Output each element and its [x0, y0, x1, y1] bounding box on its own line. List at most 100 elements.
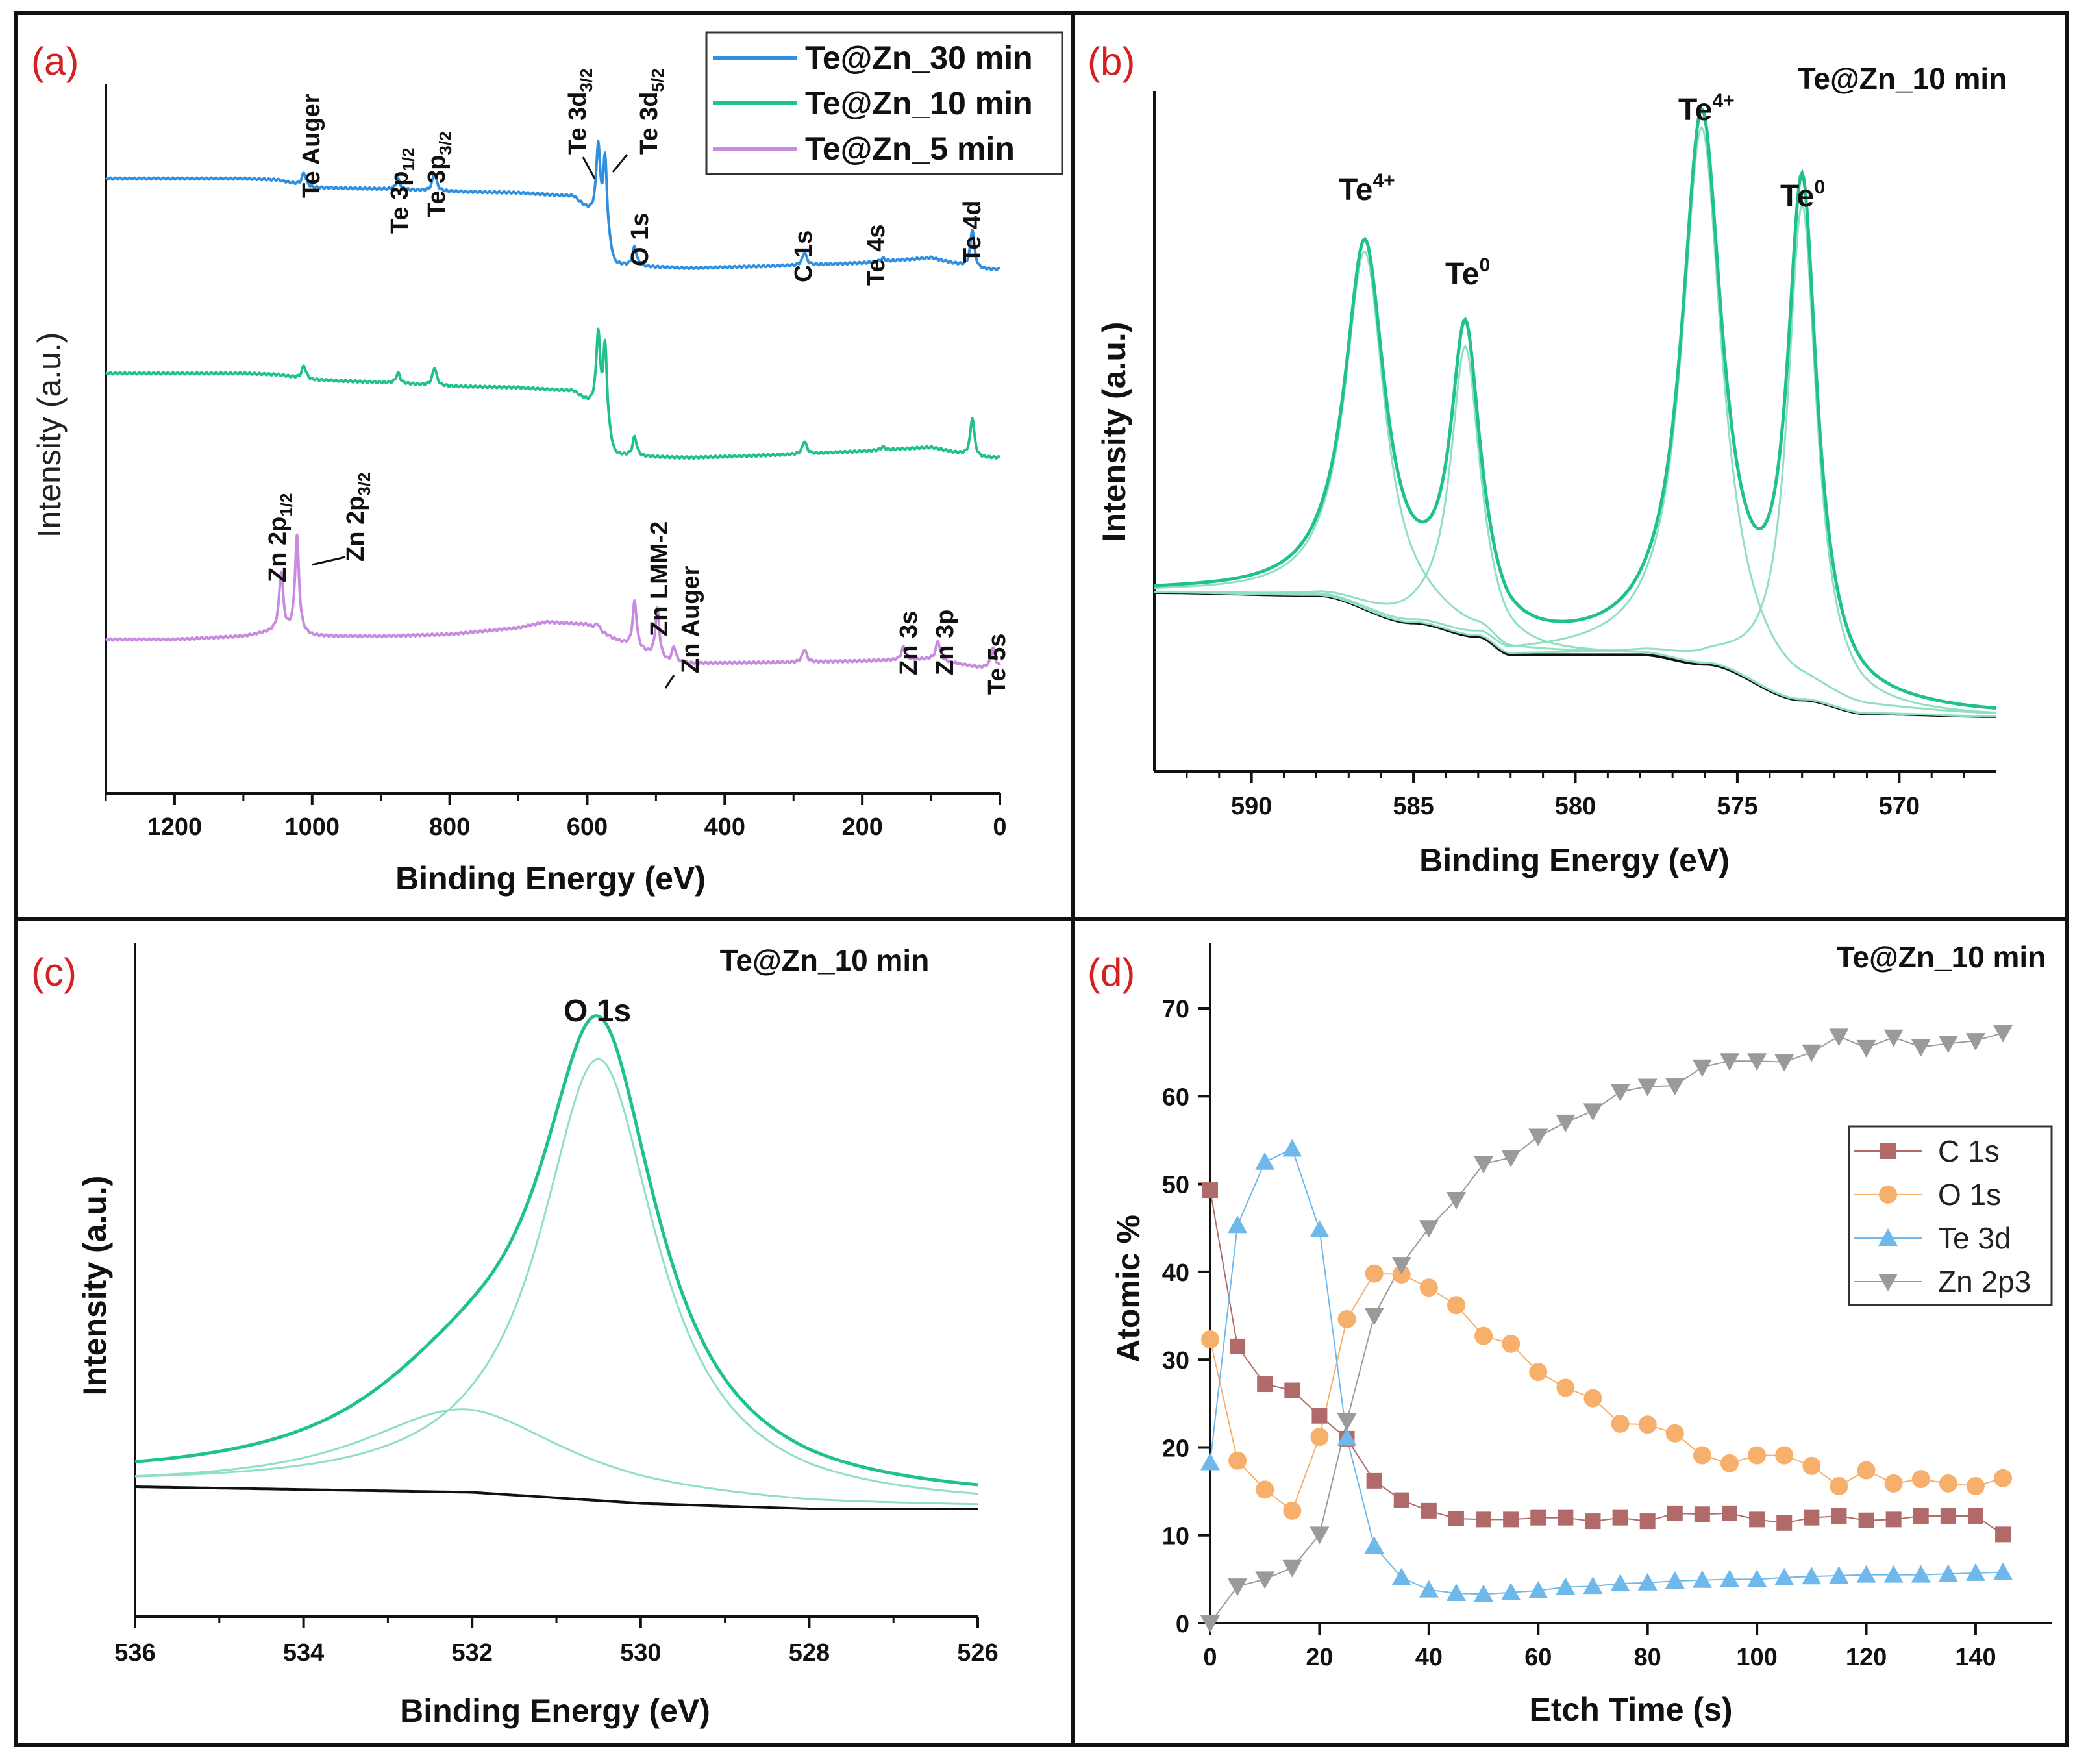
b-x-tick-label: 590: [1231, 793, 1272, 820]
b-y-axis-label: Intensity (a.u.): [1096, 322, 1132, 542]
c-x-tick-label: 528: [789, 1639, 830, 1667]
d-y-axis-label: Atomic %: [1110, 1215, 1147, 1363]
d-point-o1s: [1228, 1451, 1247, 1470]
d-x-tick-label: 0: [1203, 1644, 1217, 1671]
a-x-axis-label: Binding Energy (eV): [395, 860, 706, 897]
d-point-zn2p3: [1637, 1078, 1658, 1097]
d-point-te3d: [1364, 1535, 1384, 1554]
d-y-tick-label: 20: [1162, 1435, 1189, 1462]
c-component-0: [135, 1058, 978, 1495]
d-point-c1s: [1476, 1511, 1492, 1528]
a-ann-te-4d: Te 4d: [959, 201, 986, 263]
a-y-axis-label: Intensity (a.u.): [31, 332, 68, 538]
d-point-zn2p3: [1665, 1078, 1685, 1096]
d-point-c1s: [1612, 1509, 1628, 1526]
b-component-2: [1154, 125, 1996, 714]
d-point-c1s: [1530, 1509, 1546, 1526]
d-point-o1s: [1583, 1389, 1602, 1408]
d-point-c1s: [1694, 1506, 1710, 1522]
d-y-tick-label: 60: [1162, 1084, 1189, 1111]
d-point-o1s: [1693, 1446, 1711, 1465]
d-point-te3d: [1774, 1567, 1794, 1585]
d-point-o1s: [1529, 1363, 1548, 1382]
d-line-o1s: [1210, 1273, 2004, 1512]
a-ann-te-auger: Te Auger: [298, 93, 325, 198]
c-x-tick-label: 534: [283, 1639, 324, 1667]
d-y-tick-label: 40: [1162, 1260, 1189, 1287]
panel-a: 1200 1000 800 600 400 200 0 Binding Energy (eV…: [31, 31, 1063, 897]
d-point-zn2p3: [1747, 1053, 1767, 1071]
b-x-tick-label: 585: [1393, 793, 1434, 820]
d-y-tick-label: 10: [1162, 1523, 1189, 1550]
panel-label-c: (c): [31, 950, 77, 994]
d-point-o1s: [1966, 1476, 1985, 1495]
a-x-tick-label: 1000: [284, 814, 340, 841]
d-point-zn2p3: [1391, 1257, 1411, 1275]
a-x-tick-label: 1200: [147, 814, 203, 841]
d-x-tick-label: 120: [1846, 1644, 1887, 1671]
b-component-3: [1154, 202, 1997, 714]
d-point-zn2p3: [1692, 1059, 1712, 1077]
d-x-tick-label: 100: [1736, 1644, 1777, 1671]
d-point-c1s: [1804, 1509, 1820, 1526]
d-point-zn2p3: [1938, 1036, 1958, 1054]
d-point-c1s: [1503, 1511, 1519, 1528]
d-point-te3d: [1993, 1562, 2013, 1580]
d-point-c1s: [1831, 1508, 1847, 1524]
d-point-c1s: [1421, 1502, 1437, 1519]
d-point-o1s: [1638, 1415, 1657, 1434]
d-point-zn2p3: [1310, 1526, 1330, 1545]
a-ann-te-4s: Te 4s: [863, 225, 890, 286]
c-title: Te@Zn_10 min: [720, 943, 930, 977]
a-ann-zn-2p32: Zn 2p3/2: [342, 473, 374, 562]
a-legend-label-5min: Te@Zn_5 min: [805, 130, 1015, 167]
panel-label-d: (d): [1087, 950, 1135, 994]
d-y-tick-label: 0: [1176, 1611, 1189, 1638]
d-point-o1s: [1775, 1446, 1794, 1465]
d-point-o1s: [1830, 1476, 1848, 1495]
a-series-5min: [105, 533, 1001, 669]
b-label-te0-right: Te0: [1780, 177, 1825, 214]
d-point-c1s: [1885, 1511, 1902, 1528]
d-point-te3d: [1282, 1139, 1302, 1157]
d-point-te3d: [1637, 1572, 1658, 1591]
d-point-zn2p3: [1255, 1571, 1275, 1589]
d-point-c1s: [1940, 1508, 1956, 1524]
d-point-o1s: [1994, 1469, 2013, 1487]
a-ann-zn-3p: Zn 3p: [932, 610, 959, 675]
a-ann-te-5s: Te 5s: [984, 634, 1011, 695]
d-point-zn2p3: [1228, 1578, 1248, 1596]
d-point-te3d: [1692, 1570, 1712, 1588]
d-point-zn2p3: [1528, 1128, 1548, 1147]
d-point-o1s: [1611, 1414, 1630, 1433]
d-point-o1s: [1665, 1424, 1684, 1443]
d-point-c1s: [1995, 1526, 2011, 1543]
a-x-tick-label: 400: [704, 814, 745, 841]
d-y-tick-label: 30: [1162, 1347, 1189, 1374]
d-point-c1s: [1585, 1513, 1601, 1530]
d-x-tick-label: 140: [1955, 1644, 1996, 1671]
c-background: [135, 1485, 978, 1510]
c-peak-label: O 1s: [564, 994, 631, 1028]
d-point-te3d: [1720, 1569, 1739, 1587]
a-legend-label-10min: Te@Zn_10 min: [805, 85, 1033, 121]
d-point-o1s: [1447, 1296, 1465, 1315]
a-ann-zn-auger-pointer: [664, 675, 675, 689]
d-point-c1s: [1749, 1511, 1765, 1528]
d-x-tick-label: 40: [1415, 1644, 1443, 1671]
d-point-c1s: [1639, 1513, 1656, 1530]
d-point-te3d: [1747, 1569, 1767, 1587]
d-point-zn2p3: [1856, 1039, 1876, 1058]
d-point-o1s: [1720, 1454, 1739, 1472]
b-component-1: [1154, 344, 1996, 717]
d-point-te3d: [1391, 1567, 1411, 1585]
d-point-c1s: [1667, 1505, 1683, 1521]
a-ann-zn-2p12: Zn 2p1/2: [264, 493, 296, 582]
a-ann-te-3d32-pointer: [582, 156, 596, 179]
a-ann-c-1s: C 1s: [790, 230, 817, 282]
d-point-o1s: [1283, 1501, 1302, 1520]
d-point-c1s: [1967, 1508, 1983, 1524]
d-point-te3d: [1474, 1584, 1494, 1602]
d-point-zn2p3: [1501, 1150, 1521, 1168]
d-point-o1s: [1884, 1474, 1903, 1493]
